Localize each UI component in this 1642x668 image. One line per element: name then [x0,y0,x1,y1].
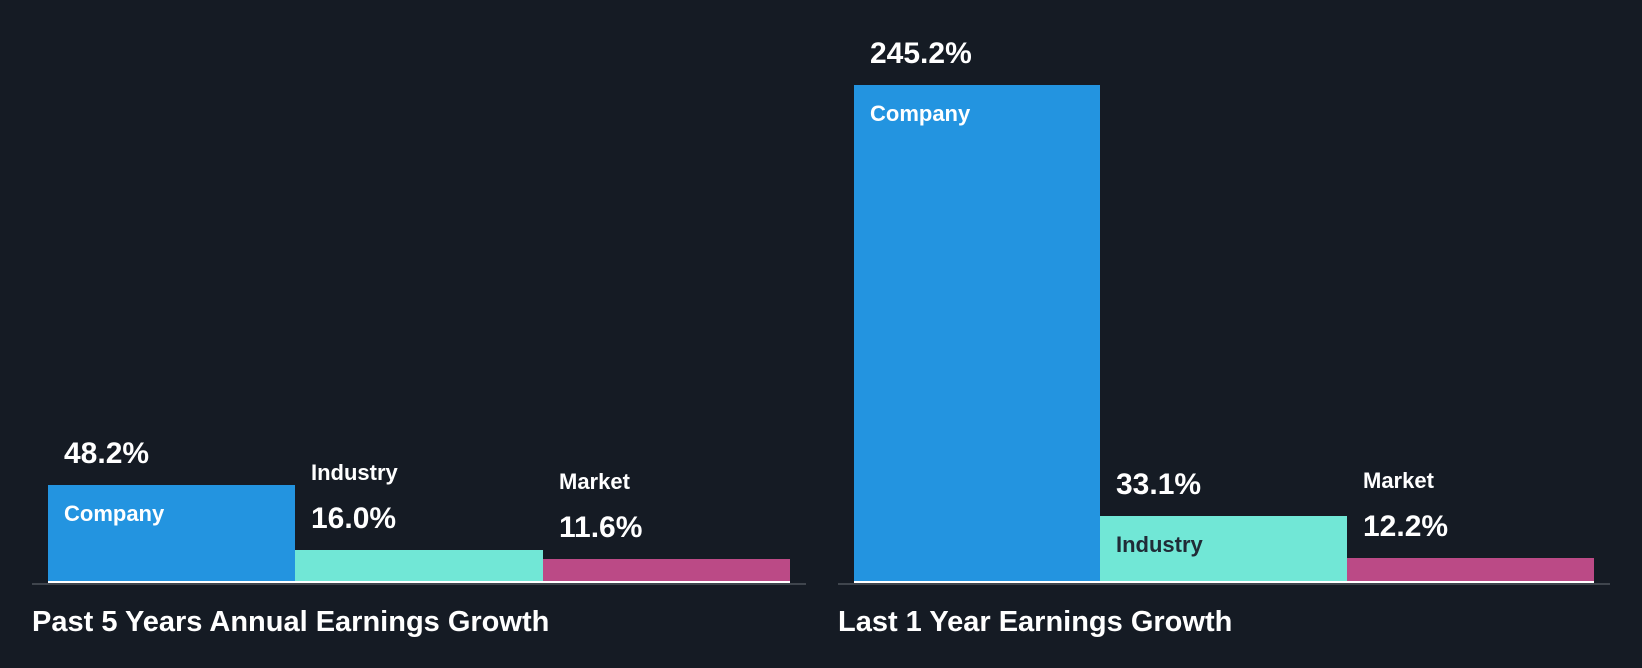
chart-title: Past 5 Years Annual Earnings Growth [32,606,550,638]
axis-baseline [838,583,1610,585]
bar-market [1347,558,1594,583]
bar-industry [1100,516,1347,583]
bar-industry [295,550,543,583]
series-label-company: Company [64,501,165,526]
bar-company [854,85,1100,583]
value-label-industry: 16.0% [311,502,397,535]
series-label-market: Market [1363,468,1434,493]
chart-title: Last 1 Year Earnings Growth [838,606,1233,638]
bar-market [543,559,790,583]
series-label-market: Market [559,469,630,494]
value-label-company: 48.2% [64,437,150,470]
value-label-market: 12.2% [1363,510,1449,543]
value-label-industry: 33.1% [1116,468,1202,501]
series-label-company: Company [870,101,971,126]
series-label-industry: Industry [311,460,398,485]
value-label-company: 245.2% [870,37,972,70]
bar-company [48,485,295,583]
axis-baseline [32,583,806,585]
series-label-industry: Industry [1116,532,1203,557]
chart-panel-5yr: 48.2% Company 16.0% Industry 11.6% Market Past… [32,437,806,638]
value-label-market: 11.6% [559,511,643,544]
